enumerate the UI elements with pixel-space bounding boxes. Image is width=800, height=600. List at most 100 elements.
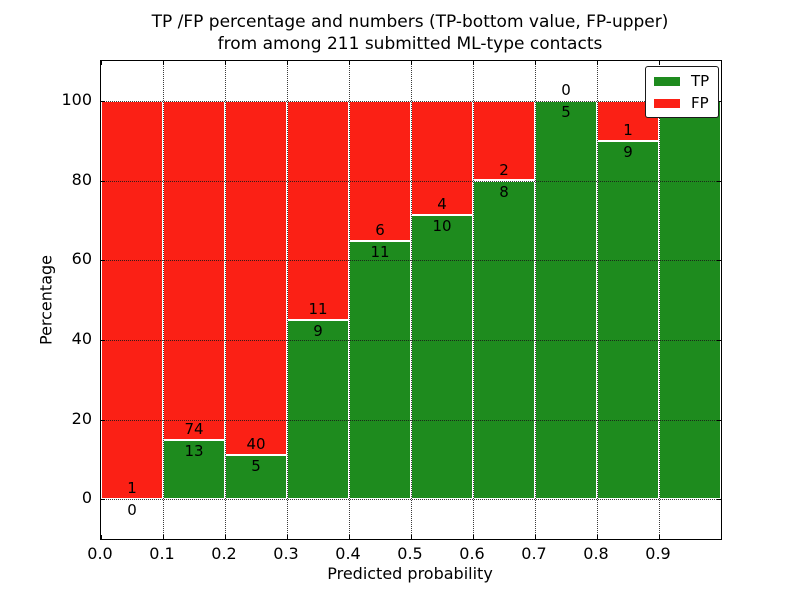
y-tick-mark-right — [717, 499, 721, 501]
x-tick-mark-top — [659, 61, 660, 65]
x-tick-label: 0.5 — [397, 544, 423, 563]
y-tick-label: 60 — [71, 249, 92, 269]
x-tick-mark-top — [535, 61, 536, 65]
bar-fp-count-label: 1 — [623, 120, 633, 139]
chart-title-line2: from among 211 submitted ML-type contact… — [217, 34, 603, 54]
x-tick-label: 0.4 — [335, 544, 361, 563]
y-tick-mark-right — [717, 260, 721, 262]
bar-fp-count-label: 0 — [561, 80, 571, 99]
x-tick-mark-top — [349, 61, 350, 65]
y-tick-label: 20 — [71, 408, 92, 428]
bar-tp-count-label: 13 — [184, 441, 204, 460]
bar-fp-count-label: 6 — [375, 221, 385, 240]
vertical-gridline — [659, 61, 660, 539]
x-tick-mark-top — [411, 61, 412, 65]
x-tick-mark-bottom — [101, 535, 102, 539]
x-tick-label: 0.6 — [459, 544, 485, 563]
x-tick-mark-top — [287, 61, 288, 65]
y-tick-mark-left — [101, 100, 105, 102]
y-tick-mark-right — [717, 180, 721, 182]
y-tick-mark-right — [717, 419, 721, 421]
x-tick-mark-top — [101, 61, 102, 65]
bar-fp-count-label: 1 — [127, 479, 137, 498]
x-tick-label: 0.2 — [211, 544, 237, 563]
x-tick-label: 0.9 — [645, 544, 671, 563]
bar-tp-count-label: 0 — [127, 501, 137, 520]
x-tick-mark-bottom — [349, 535, 350, 539]
x-tick-mark-top — [225, 61, 226, 65]
y-tick-mark-left — [101, 499, 105, 501]
bar-fp-segment — [287, 100, 349, 320]
y-tick-mark-left — [101, 180, 105, 182]
y-tick-label: 0 — [81, 488, 92, 508]
x-tick-mark-top — [163, 61, 164, 65]
legend-swatch-tp-icon — [654, 76, 680, 86]
bar-tp-count-label: 5 — [561, 102, 571, 121]
legend-label: FP — [691, 94, 709, 112]
y-tick-label: 80 — [71, 169, 92, 189]
x-tick-mark-bottom — [287, 535, 288, 539]
chart-title-line1: TP /FP percentage and numbers (TP-bottom… — [151, 12, 669, 32]
x-axis-label: Predicted probability — [327, 564, 493, 583]
bar-tp-count-label: 8 — [499, 182, 509, 201]
bar-fp-segment — [225, 100, 287, 455]
bar-fp-count-label: 40 — [246, 434, 266, 453]
legend: TP FP — [645, 66, 720, 118]
legend-swatch-fp-icon — [654, 98, 680, 108]
vertical-gridline — [411, 61, 412, 539]
bar-fp-count-label: 74 — [184, 419, 204, 438]
x-tick-mark-bottom — [659, 535, 660, 539]
bar-tp-count-label: 5 — [251, 456, 261, 475]
x-tick-mark-bottom — [597, 535, 598, 539]
x-tick-mark-bottom — [411, 535, 412, 539]
x-tick-mark-bottom — [163, 535, 164, 539]
x-tick-mark-bottom — [473, 535, 474, 539]
bar-tp-segment — [411, 214, 473, 500]
x-tick-mark-bottom — [535, 535, 536, 539]
bar-tp-count-label: 9 — [313, 321, 323, 340]
plot-area: 1074134051196114102805192 — [100, 60, 722, 540]
bar-fp-count-label: 2 — [499, 160, 509, 179]
bar-tp-segment — [287, 319, 349, 500]
x-tick-label: 0.1 — [149, 544, 175, 563]
x-tick-mark-top — [597, 61, 598, 65]
vertical-gridline — [535, 61, 536, 539]
legend-item-fp: FP — [654, 95, 709, 111]
x-tick-mark-top — [473, 61, 474, 65]
x-tick-mark-bottom — [225, 535, 226, 539]
vertical-gridline — [597, 61, 598, 539]
y-tick-mark-left — [101, 339, 105, 341]
bar-tp-count-label: 9 — [623, 142, 633, 161]
x-tick-label: 0.7 — [521, 544, 547, 563]
vertical-gridline — [225, 61, 226, 539]
y-tick-label: 100 — [61, 89, 92, 109]
bar-fp-segment — [163, 100, 225, 440]
bar-fp-segment — [349, 100, 411, 242]
bar-fp-count-label: 11 — [308, 299, 328, 318]
y-tick-mark-left — [101, 260, 105, 262]
y-tick-label: 40 — [71, 328, 92, 348]
x-tick-label: 0.3 — [273, 544, 299, 563]
bar-fp-segment — [101, 100, 163, 500]
bar-tp-segment — [349, 241, 411, 500]
x-tick-label: 0.0 — [87, 544, 113, 563]
bar-tp-count-label: 10 — [432, 216, 452, 235]
vertical-gridline — [163, 61, 164, 539]
vertical-gridline — [349, 61, 350, 539]
x-tick-label: 0.8 — [583, 544, 609, 563]
bar-tp-segment — [225, 454, 287, 500]
bar-tp-segment — [535, 100, 597, 500]
legend-label: TP — [691, 72, 710, 90]
bar-tp-segment — [163, 439, 225, 500]
bar-tp-segment — [659, 100, 721, 500]
legend-item-tp: TP — [654, 73, 709, 89]
y-tick-mark-right — [717, 339, 721, 341]
y-tick-mark-left — [101, 419, 105, 421]
bar-tp-count-label: 11 — [370, 243, 390, 262]
bar-tp-segment — [597, 140, 659, 500]
vertical-gridline — [287, 61, 288, 539]
bar-fp-count-label: 4 — [437, 194, 447, 213]
chart-title: TP /FP percentage and numbers (TP-bottom… — [100, 11, 720, 55]
vertical-gridline — [473, 61, 474, 539]
